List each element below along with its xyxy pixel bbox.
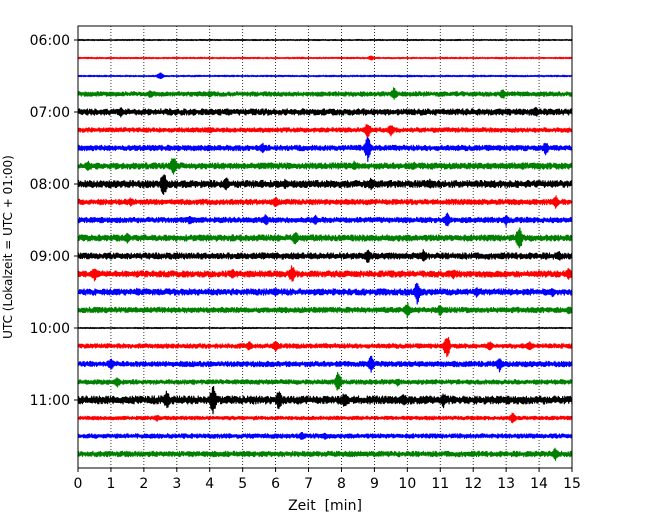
y-tick-label: 07:00 <box>30 105 70 121</box>
trace-09:15 <box>77 265 573 282</box>
trace-10:15 <box>77 337 573 358</box>
trace-11:00 <box>77 385 573 415</box>
trace-10:00 <box>77 326 573 330</box>
trace-10:45 <box>77 371 573 391</box>
x-tick-label: 3 <box>172 476 181 492</box>
x-tick-label: 14 <box>530 476 548 492</box>
y-axis: 06:00 07:00 08:00 09:00 10:00 11:00 <box>30 33 78 409</box>
trace-06:30 <box>77 72 573 80</box>
y-tick-label: 11:00 <box>30 393 70 409</box>
trace-10:30 <box>77 355 573 373</box>
trace-08:30 <box>77 212 573 227</box>
trace-06:15 <box>77 55 573 61</box>
trace-08:45 <box>77 227 573 249</box>
x-tick-label: 11 <box>431 476 449 492</box>
y-tick-label: 09:00 <box>30 249 70 265</box>
x-tick-label: 1 <box>106 476 115 492</box>
plot-frame <box>77 25 573 469</box>
traces-group <box>77 38 573 461</box>
x-tick-label: 2 <box>139 476 148 492</box>
x-tick-label: 12 <box>464 476 482 492</box>
trace-06:00 <box>77 38 573 42</box>
x-tick-label: 7 <box>304 476 313 492</box>
trace-08:15 <box>77 195 573 209</box>
trace-09:30 <box>77 282 573 305</box>
x-tick-label: 6 <box>271 476 280 492</box>
x-tick-label: 10 <box>398 476 416 492</box>
trace-07:45 <box>77 158 573 175</box>
x-axis-label: Zeit [min] <box>288 498 362 514</box>
y-tick-label: 08:00 <box>30 177 70 193</box>
trace-06:45 <box>77 87 573 100</box>
x-axis: 0 1 2 3 4 5 6 7 8 9 10 11 12 13 14 15 <box>74 468 581 492</box>
trace-08:00 <box>77 174 573 195</box>
x-tick-label: 13 <box>497 476 515 492</box>
x-tick-label: 9 <box>370 476 379 492</box>
trace-09:45 <box>77 302 573 319</box>
trace-11:30 <box>77 432 573 441</box>
trace-11:15 <box>77 412 573 424</box>
y-axis-label: UTC (Lokalzeit = UTC + 01:00) <box>1 155 15 339</box>
y-tick-label: 06:00 <box>30 33 70 49</box>
trace-07:00 <box>77 106 573 118</box>
x-tick-label: 15 <box>563 476 581 492</box>
trace-11:45 <box>77 447 573 461</box>
x-tick-label: 8 <box>337 476 346 492</box>
trace-09:00 <box>77 249 573 264</box>
trace-07:30 <box>77 136 573 163</box>
x-tick-label: 4 <box>205 476 214 492</box>
trace-07:15 <box>77 124 573 138</box>
x-tick-label: 5 <box>238 476 247 492</box>
y-tick-label: 10:00 <box>30 321 70 337</box>
x-tick-label: 0 <box>74 476 83 492</box>
